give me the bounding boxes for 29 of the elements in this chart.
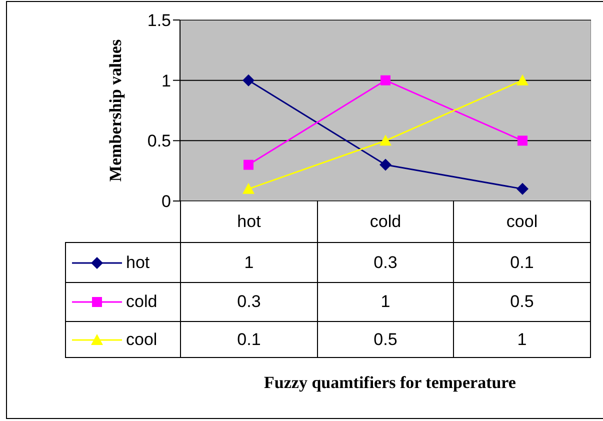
point: [244, 160, 254, 170]
point: [242, 182, 254, 194]
text: Fuzzy quamtifiers for temperature: [264, 373, 516, 393]
point: [516, 74, 528, 86]
x-tick-label: cool: [453, 201, 591, 242]
x-tick-label: cold: [317, 201, 453, 242]
data-label: 0.3: [317, 242, 453, 282]
point: [380, 134, 392, 146]
data-label: 1: [317, 282, 453, 321]
data-label: 0.5: [317, 321, 453, 358]
point: [242, 74, 254, 86]
legend-label: hot: [126, 252, 150, 272]
data-label: 0.1: [453, 242, 591, 282]
data-label: 0.1: [180, 321, 317, 358]
data-label: 0.3: [180, 282, 317, 321]
point: [380, 158, 392, 171]
y-tick-label: 1: [162, 71, 171, 90]
legend-label: cool: [126, 330, 158, 350]
x-tick-label: hot: [180, 201, 317, 242]
y-tick-label: 0: [162, 192, 171, 212]
data-label: 1: [453, 321, 591, 358]
point: [518, 136, 528, 146]
y-tick-label: 1.5: [147, 11, 171, 30]
point: [516, 182, 528, 195]
legend-label: cold: [126, 292, 158, 312]
point: [380, 75, 390, 86]
data-label: 0.5: [453, 282, 591, 321]
y-axis-title: Membership values: [106, 39, 126, 182]
y-tick-label: 0.5: [147, 132, 171, 151]
